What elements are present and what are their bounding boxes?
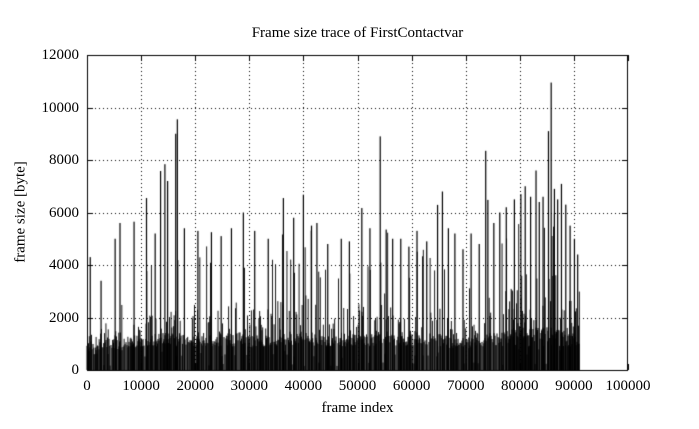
y-tick-label: 12000 — [41, 47, 80, 63]
x-tick-label: 20000 — [176, 378, 214, 394]
x-tick-label: 80000 — [501, 378, 539, 394]
x-tick-label: 30000 — [230, 378, 269, 394]
x-tick-label: 0 — [83, 378, 91, 394]
y-tick-label: 2000 — [49, 309, 79, 326]
y-tick-label: 8000 — [49, 152, 79, 168]
x-tick-label: 40000 — [284, 378, 323, 394]
y-tick-label: 10000 — [41, 99, 80, 116]
y-tick-label: 6000 — [49, 204, 79, 221]
y-tick-label: 4000 — [49, 257, 79, 273]
chart-title: Frame size trace of FirstContactvar — [251, 25, 464, 41]
x-tick-label: 90000 — [555, 378, 593, 394]
x-tick-label: 60000 — [392, 378, 431, 394]
x-axis-label: frame index — [321, 400, 394, 416]
y-tick-label: 0 — [71, 362, 80, 378]
x-tick-label: 100000 — [605, 378, 651, 394]
x-tick-label: 50000 — [338, 378, 377, 394]
x-tick-label: 70000 — [446, 378, 485, 394]
x-tick-label: 10000 — [122, 378, 160, 394]
